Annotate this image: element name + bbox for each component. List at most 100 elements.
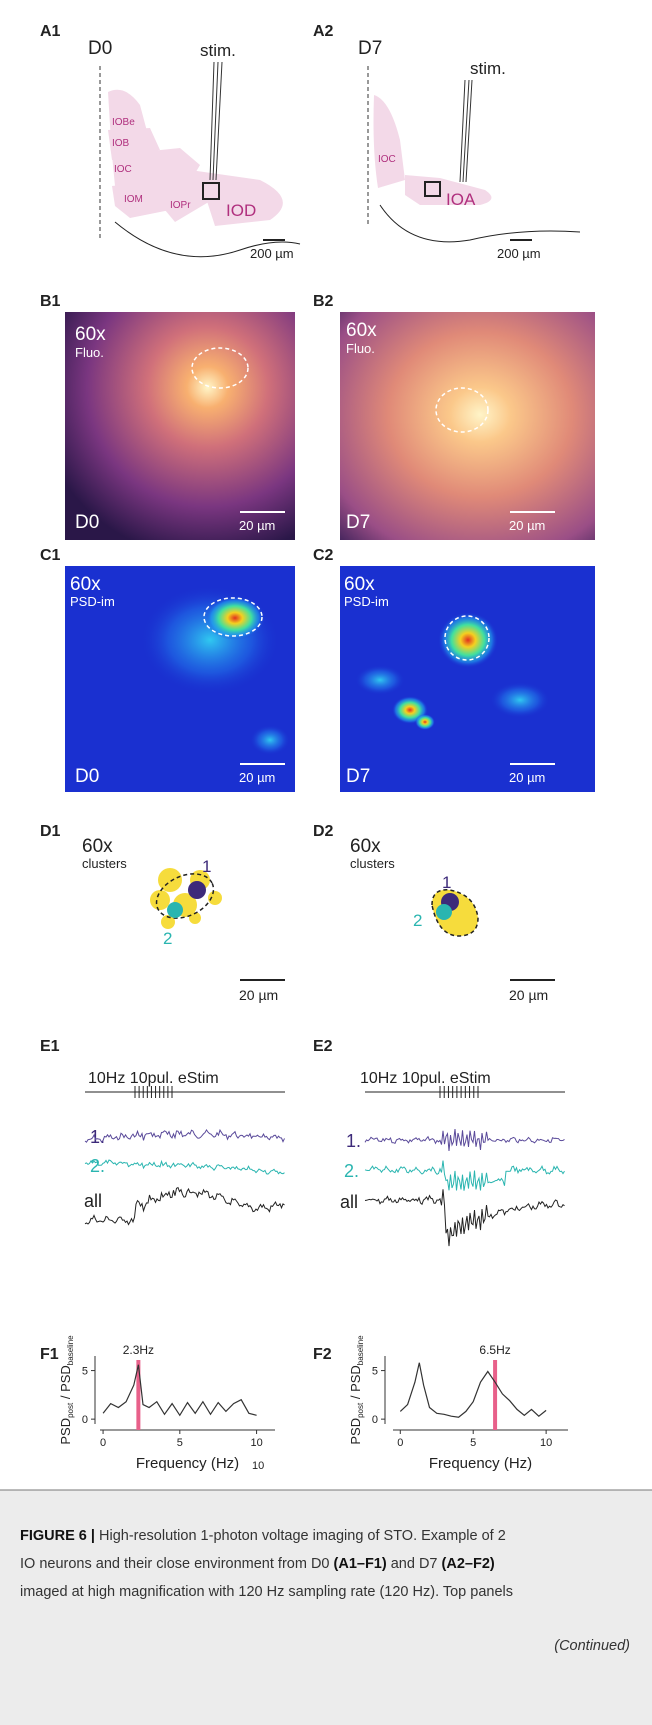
panel-label: F1 [40, 1346, 59, 1363]
y-tick-label: 5 [82, 1366, 88, 1378]
x-axis-label: Frequency (Hz) [136, 1455, 239, 1472]
panel-c1: C1 60x PSD-im D0 20 µm [40, 547, 295, 792]
panel-f1: F1 0510052.3HzFrequency (Hz)PSDpost / PS… [40, 1335, 275, 1472]
day-label: D7 [346, 766, 370, 787]
panel-d2: D2 60x clusters 1 2 20 µm [313, 823, 555, 1003]
panel-label: B2 [313, 293, 334, 310]
day-label: D7 [358, 38, 382, 59]
scale-label: 20 µm [509, 770, 545, 785]
panel-b2: B2 60x Fluo. D7 20 µm [313, 293, 595, 540]
y-axis-label-part: post [66, 1402, 75, 1418]
magnification: 60x [346, 320, 377, 341]
region-label: IOC [114, 164, 132, 175]
day-label: D0 [75, 766, 99, 787]
caption-box [0, 1490, 652, 1725]
region-label: IOC [378, 154, 396, 165]
region-label: IOD [226, 201, 256, 220]
trace-label: 1. [346, 1131, 361, 1151]
trace [85, 1188, 285, 1225]
y-tick-label: 5 [372, 1366, 378, 1378]
panel-a2: A2 D7 stim. IOC IOA 200 µm [313, 23, 580, 261]
panel-label: D1 [40, 823, 61, 840]
caption-run: (A1–F1) [334, 1556, 387, 1572]
y-axis-label: PSDpost / PSDbaseline [348, 1335, 365, 1445]
trace-label: 2. [344, 1161, 359, 1181]
signal [355, 665, 405, 695]
panel-label: A2 [313, 23, 334, 40]
trace [85, 1160, 285, 1174]
panel-b1: B1 60x Fluo. D0 20 µm [40, 293, 295, 540]
trace-label: 1. [90, 1127, 105, 1147]
panel-label: D2 [313, 823, 334, 840]
caption-run: imaged at high magnification with 120 Hz… [20, 1584, 513, 1600]
cluster [167, 902, 183, 918]
cluster [188, 881, 206, 899]
trace [365, 1189, 565, 1246]
mode: PSD-im [70, 594, 115, 609]
y-axis-label-part: baseline [356, 1335, 365, 1365]
mode: clusters [82, 856, 127, 871]
caption-run: IO neurons and their close environment f… [20, 1556, 334, 1572]
cluster-label: 2 [413, 911, 422, 930]
caption-run: High-resolution 1-photon voltage imaging… [95, 1528, 506, 1544]
y-axis-label-part: post [356, 1402, 365, 1418]
panel-label: A1 [40, 23, 61, 40]
day-label: D7 [346, 512, 370, 533]
x-tick-label: 0 [100, 1437, 106, 1449]
panel-a1: A1 D0 stim. IOBe IOB IOC IOM IOPr IOD 20… [40, 23, 300, 261]
x-tick-label: 5 [177, 1437, 183, 1449]
signal [250, 725, 290, 755]
x-tick-label: 10 [540, 1437, 552, 1449]
region-label: IOBe [112, 117, 135, 128]
y-tick-label: 0 [372, 1414, 378, 1426]
magnification: 60x [344, 574, 375, 595]
scale-label: 20 µm [239, 987, 278, 1003]
x-tick-label: 10 [250, 1437, 262, 1449]
scale-label: 20 µm [509, 987, 548, 1003]
stim-label: stim. [200, 41, 236, 60]
electrode [460, 80, 472, 182]
region-label: IOB [112, 138, 130, 149]
signal [490, 682, 550, 718]
caption-line: IO neurons and their close environment f… [20, 1556, 495, 1572]
day-label: D0 [75, 512, 99, 533]
region-label: IOPr [170, 200, 191, 211]
panel-d1: D1 60x clusters 1 2 20 µm [40, 823, 285, 1003]
caption-line: FIGURE 6 | High-resolution 1-photon volt… [20, 1528, 506, 1544]
psd-line [400, 1363, 546, 1417]
panel-e1: E1 10Hz 10pul. eStim 1. 2. all [40, 1038, 285, 1225]
y-axis-label-part: PSD [348, 1418, 363, 1445]
scale-label: 20 µm [509, 518, 545, 533]
cluster [436, 904, 452, 920]
panel-e2: E2 10Hz 10pul. eStim 1. 2. all [313, 1038, 565, 1246]
y-axis-label: PSDpost / PSDbaseline [58, 1335, 75, 1445]
psd-line [103, 1365, 257, 1416]
panel-c2: C2 60x PSD-im D7 20 µm [313, 547, 595, 792]
magnification: 60x [350, 836, 381, 857]
trace-label: all [84, 1191, 102, 1211]
caption-run: (A2–F2) [442, 1556, 495, 1572]
scale-label: 20 µm [239, 518, 275, 533]
stim-label: stim. [470, 59, 506, 78]
y-axis-label-part: PSD [58, 1418, 73, 1445]
peak-label: 2.3Hz [123, 1343, 154, 1357]
stim-label: 10Hz 10pul. eStim [88, 1070, 219, 1087]
continued: (Continued) [554, 1638, 630, 1654]
mode: PSD-im [344, 594, 389, 609]
panel-label: F2 [313, 1346, 332, 1363]
x-tick-label: 5 [470, 1437, 476, 1449]
magnification: 60x [70, 574, 101, 595]
cluster-label: 2 [163, 929, 172, 948]
cluster-label: 1 [442, 873, 451, 892]
trace [365, 1129, 565, 1151]
panel-label: C1 [40, 547, 61, 564]
trace [85, 1130, 285, 1142]
y-axis-label-part: / PSD [348, 1365, 363, 1403]
trace [365, 1161, 565, 1191]
panel-label: C2 [313, 547, 334, 564]
signal [415, 714, 435, 730]
mode: Fluo. [346, 341, 375, 356]
x-axis-label: Frequency (Hz) [429, 1455, 532, 1472]
page-number: 10 [252, 1460, 264, 1472]
